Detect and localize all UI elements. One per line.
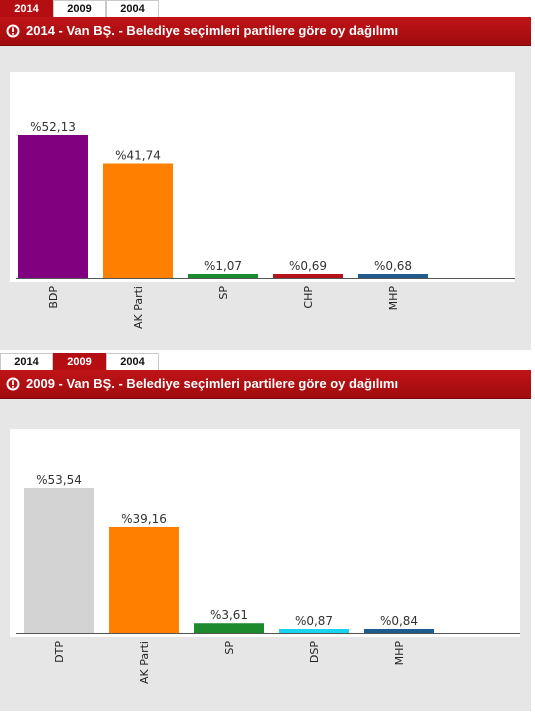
chart-title: 2014 - Van BŞ. - Belediye seçimleri part… [26, 23, 399, 38]
chart-title: 2009 - Van BŞ. - Belediye seçimleri part… [26, 376, 399, 391]
category-label: AK Parti [138, 641, 151, 684]
category-label: SP [223, 641, 236, 655]
bar-chart: %53,54 DTP %39,16 AK Parti %3,61 SP %0,87 DSP %0… [10, 429, 520, 684]
bar-sp[interactable] [188, 274, 258, 278]
category-label: SP [217, 286, 230, 300]
bar-sp[interactable] [194, 623, 264, 633]
value-label: %0,68 [374, 259, 412, 273]
tab-2009[interactable]: 2009 [53, 0, 106, 17]
value-label: %41,74 [115, 149, 161, 163]
info-icon [6, 377, 20, 391]
year-tabs: 2014 2009 2004 [0, 353, 535, 370]
tab-2009[interactable]: 2009 [53, 353, 106, 370]
tab-2014[interactable]: 2014 [0, 353, 53, 370]
value-label: %39,16 [121, 512, 167, 526]
chart-title-bar: 2009 - Van BŞ. - Belediye seçimleri part… [0, 370, 531, 399]
value-label: %52,13 [30, 120, 76, 134]
bar-dtp[interactable] [24, 488, 94, 633]
tab-2004[interactable]: 2004 [106, 0, 159, 17]
tab-2014[interactable]: 2014 [0, 0, 53, 17]
bar-mhp[interactable] [364, 629, 434, 633]
category-label: BDP [47, 286, 60, 309]
tab-2004[interactable]: 2004 [106, 353, 159, 370]
category-label: DSP [308, 641, 321, 663]
value-label: %0,84 [380, 614, 418, 628]
bar-ak-parti[interactable] [109, 526, 179, 633]
bar-chart: %52,13 BDP %41,74 AK Parti %1,07 SP %0,69 CHP %0… [10, 72, 515, 329]
bar-dsp[interactable] [279, 629, 349, 633]
value-label: %1,07 [204, 259, 242, 273]
year-tabs: 2014 2009 2004 [0, 0, 535, 17]
plot-background [10, 72, 515, 282]
plot-background [10, 429, 520, 637]
chart-title-bar: 2014 - Van BŞ. - Belediye seçimleri part… [0, 17, 531, 46]
value-label: %53,54 [36, 473, 82, 487]
bar-ak-parti[interactable] [103, 163, 173, 278]
category-label: DTP [53, 641, 66, 663]
category-label: CHP [302, 286, 315, 309]
category-label: AK Parti [132, 286, 145, 329]
value-label: %0,69 [289, 259, 327, 273]
category-label: MHP [393, 641, 406, 666]
category-label: MHP [387, 286, 400, 311]
info-icon [6, 24, 20, 38]
value-label: %3,61 [210, 608, 248, 622]
bar-mhp[interactable] [358, 274, 428, 278]
bar-bdp[interactable] [18, 135, 88, 278]
chart-area: %52,13 BDP %41,74 AK Parti %1,07 SP %0,69 CHP %0… [0, 46, 531, 350]
bar-chp[interactable] [273, 274, 343, 278]
chart-panel-2009: 2014 2009 2004 2009 - Van BŞ. - Belediye… [0, 353, 535, 713]
chart-area: %53,54 DTP %39,16 AK Parti %3,61 SP %0,87 DSP %0… [0, 399, 531, 711]
value-label: %0,87 [295, 614, 333, 628]
chart-panel-2014: 2014 2009 2004 2014 - Van BŞ. - Belediye… [0, 0, 535, 350]
